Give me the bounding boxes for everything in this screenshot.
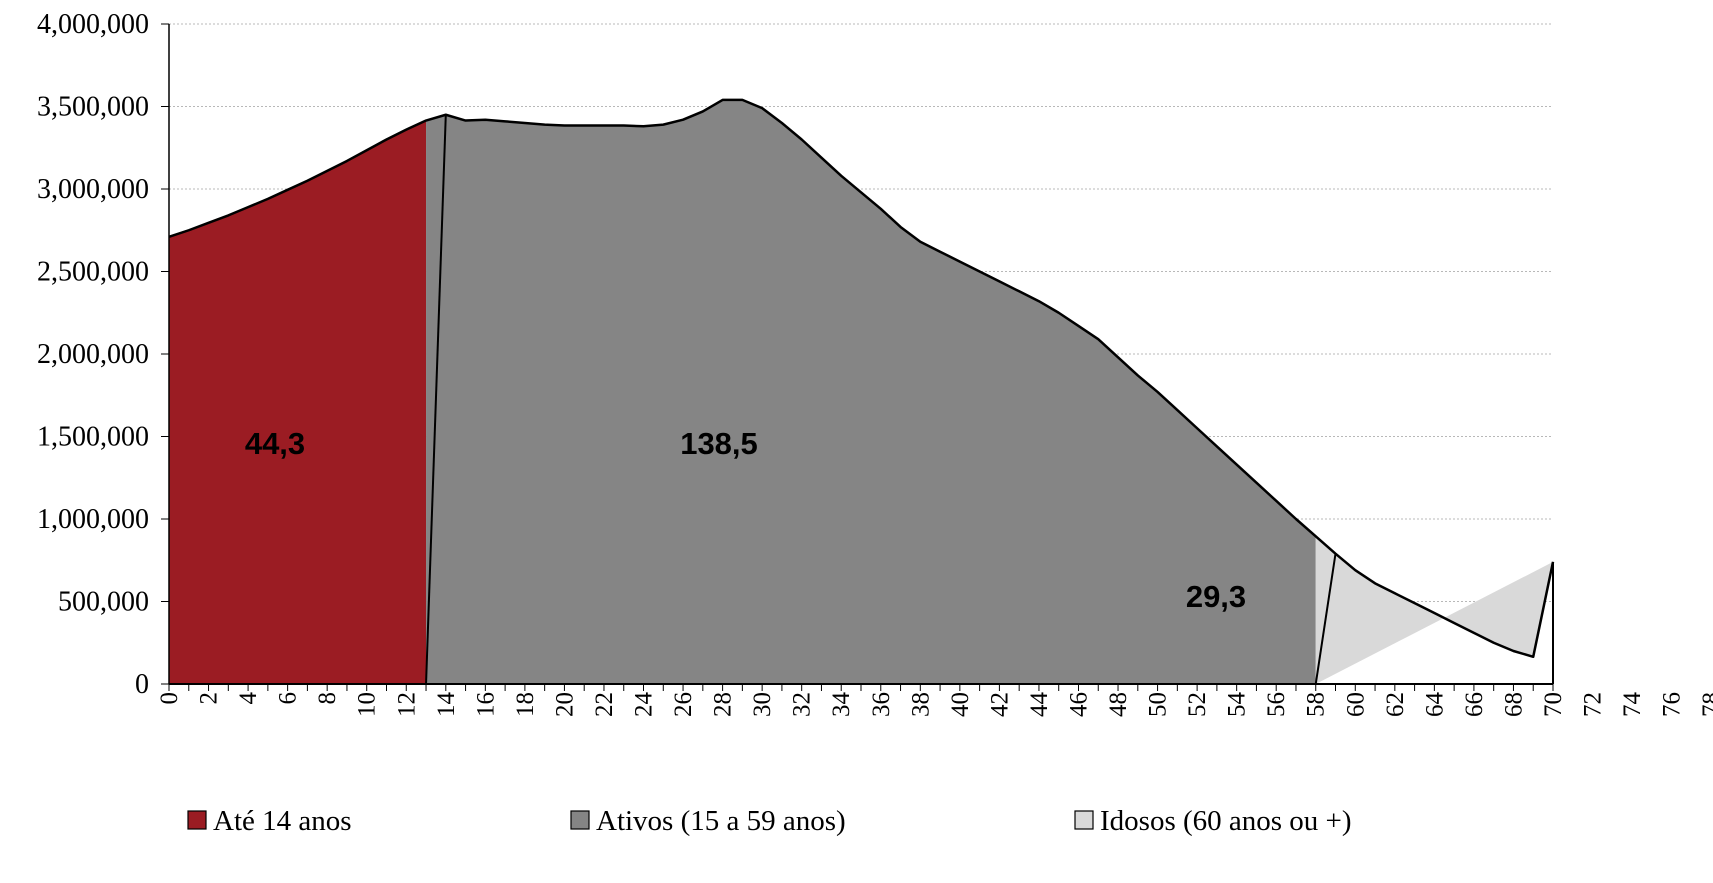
x-tick-label: 74 <box>1619 692 1646 718</box>
x-tick-label: 50 <box>1145 692 1172 717</box>
x-tick-label: 40 <box>947 692 974 717</box>
x-tick-label: 70 <box>1540 692 1567 717</box>
x-tick-label: 66 <box>1461 692 1488 717</box>
x-tick-label: 46 <box>1065 692 1092 717</box>
x-tick-label: 54 <box>1224 692 1251 718</box>
legend-swatch <box>187 810 207 830</box>
x-tick-label: 8 <box>314 692 341 705</box>
x-tick-label: 64 <box>1421 692 1448 718</box>
y-tick-label: 1,000,000 <box>37 504 149 535</box>
x-tick-label: 56 <box>1263 692 1290 717</box>
legend-label: Até 14 anos <box>213 805 352 837</box>
x-tick-label: 0 <box>156 692 183 705</box>
x-tick-label: 16 <box>472 692 499 717</box>
legend-label: Idosos (60 anos ou +) <box>1100 805 1352 837</box>
x-tick-label: 42 <box>986 692 1013 717</box>
y-tick-label: 3,000,000 <box>37 174 149 205</box>
x-tick-label: 60 <box>1342 692 1369 717</box>
x-tick-label: 4 <box>235 692 262 705</box>
x-tick-label: 6 <box>275 692 302 705</box>
x-tick-label: 10 <box>354 692 381 717</box>
x-tick-label: 20 <box>551 692 578 717</box>
group-value-label: 138,5 <box>680 426 758 461</box>
y-tick-label: 4,000,000 <box>37 9 149 40</box>
x-tick-label: 24 <box>631 692 658 718</box>
y-tick-label: 2,500,000 <box>37 257 149 288</box>
y-tick-label: 0 <box>135 669 149 700</box>
legend-swatch <box>1074 810 1094 830</box>
area-3 <box>1315 536 1553 684</box>
y-tick-label: 1,500,000 <box>37 422 149 453</box>
x-tick-label: 30 <box>749 692 776 717</box>
group-separator <box>1314 553 1337 685</box>
y-tick-label: 500,000 <box>58 587 149 618</box>
x-tick-label: 44 <box>1026 692 1053 718</box>
x-tick-label: 32 <box>789 692 816 717</box>
x-tick-label: 62 <box>1382 692 1409 717</box>
legend-swatch <box>570 810 590 830</box>
group-value-label: 44,3 <box>245 426 305 461</box>
x-tick-label: 48 <box>1105 692 1132 717</box>
x-tick-label: 18 <box>512 692 539 717</box>
series-outline <box>168 98 1555 659</box>
x-tick-label: 2 <box>196 692 223 705</box>
x-tick-label: 78 <box>1698 692 1713 717</box>
x-tick-label: 68 <box>1500 692 1527 717</box>
legend-label: Ativos (15 a 59 anos) <box>596 805 846 837</box>
x-tick-label: 72 <box>1580 692 1607 717</box>
x-tick-label: 76 <box>1659 692 1686 717</box>
legend: Até 14 anos Ativos (15 a 59 anos) Idosos (… <box>187 805 1352 837</box>
x-tick-label: 12 <box>393 692 420 717</box>
y-tick-label: 3,500,000 <box>37 92 149 123</box>
x-tick-label: 52 <box>1184 692 1211 717</box>
y-tick-label: 2,000,000 <box>37 339 149 370</box>
x-tick-label: 58 <box>1303 692 1330 717</box>
x-tick-label: 36 <box>868 692 895 717</box>
x-tick-label: 14 <box>433 692 460 718</box>
group-separator <box>425 114 447 685</box>
group-value-label: 29,3 <box>1186 579 1246 614</box>
x-tick-label: 22 <box>591 692 618 717</box>
area-2 <box>426 99 1316 684</box>
x-tick-label: 26 <box>670 692 697 717</box>
x-tick-label: 38 <box>907 692 934 717</box>
area-1 <box>169 120 427 684</box>
x-tick-label: 28 <box>710 692 737 717</box>
x-tick-label: 34 <box>828 692 855 718</box>
